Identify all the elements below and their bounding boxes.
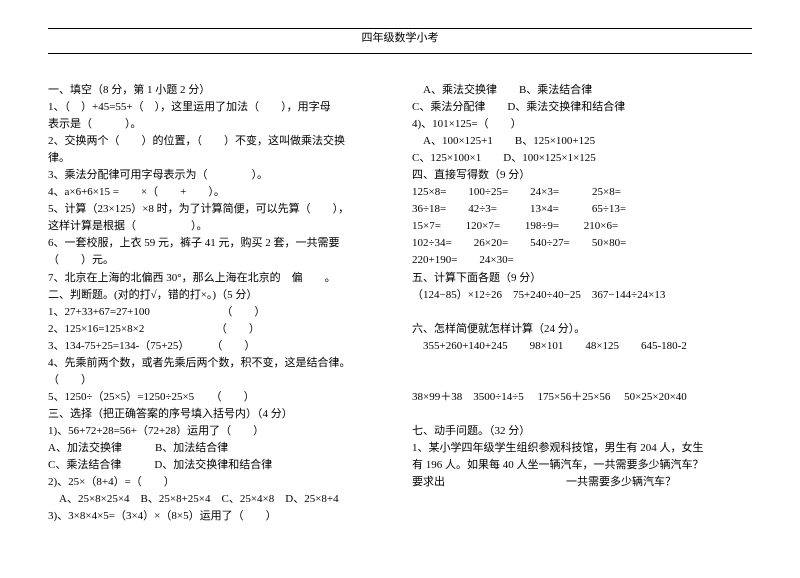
text-line: 律。: [48, 150, 388, 167]
text-line: 表示是（ ）。: [48, 116, 388, 133]
text-line: 二、判断题。(对的打√，错的打×。)（5 分）: [48, 287, 388, 304]
text-line: 一、填空（8 分，第 1 小题 2 分）: [48, 82, 388, 99]
text-line: A、加法交换律 B、加法结合律: [48, 440, 388, 457]
text-line: 1、27+33+67=27+100 （ ）: [48, 304, 388, 321]
text-line: 5、1250÷（25×5）=1250÷25×5 （ ）: [48, 389, 388, 406]
text-line: 36÷18= 42÷3= 13×4= 65÷13=: [412, 201, 752, 218]
text-line: [412, 304, 752, 321]
text-line: （124−85）×12÷26 75+240÷40−25 367−144÷24×1…: [412, 287, 752, 304]
text-line: 七、动手问题。（32 分）: [412, 423, 752, 440]
text-line: 2、交换两个（ ）的位置，（ ）不变，这叫做乘法交换: [48, 133, 388, 150]
text-line: 五、计算下面各题（9 分）: [412, 270, 752, 287]
text-line: 3)、3×8×4×5=（3×4）×（8×5）运用了（ ）: [48, 508, 388, 525]
text-line: 5、计算（23×125）×8 时，为了计算简便，可以先算（ ），: [48, 201, 388, 218]
header-title: 四年级数学小考: [362, 32, 439, 44]
text-line: 1、（ ）+45=55+（ ），这里运用了加法（ ），用字母: [48, 99, 388, 116]
left-column: 一、填空（8 分，第 1 小题 2 分）1、（ ）+45=55+（ ），这里运用…: [48, 82, 388, 525]
two-column-layout: 一、填空（8 分，第 1 小题 2 分）1、（ ）+45=55+（ ），这里运用…: [48, 82, 752, 525]
text-line: 102÷34= 26×20= 540÷27= 50×80=: [412, 235, 752, 252]
text-line: A、100×125+1 B、125×100+125: [412, 133, 752, 150]
text-line: 3、134-75+25=134-（75+25） （ ）: [48, 338, 388, 355]
text-line: 6、一套校服，上衣 59 元，裤子 41 元，购买 2 套，一共需要: [48, 235, 388, 252]
text-line: 2、125×16=125×8×2 （ ）: [48, 321, 388, 338]
text-line: 4)、101×125=（ ）: [412, 116, 752, 133]
text-line: [412, 355, 752, 372]
text-line: （ ）: [48, 372, 388, 389]
text-line: 7、北京在上海的北偏西 30°，那么上海在北京的 偏 。: [48, 270, 388, 287]
text-line: A、25×8×25×4 B、25×8+25×4 C、25×4×8 D、25×8+…: [48, 491, 388, 508]
text-line: 2)、25×（8+4）=（ ）: [48, 474, 388, 491]
text-line: [412, 406, 752, 423]
text-line: A、乘法交换律 B、乘法结合律: [412, 82, 752, 99]
right-column: A、乘法交换律 B、乘法结合律C、乘法分配律 D、乘法交换律和结合律4)、101…: [412, 82, 752, 525]
text-line: 要求出 一共需要多少辆汽车？: [412, 474, 752, 491]
text-line: 355+260+140+245 98×101 48×125 645-180-2: [412, 338, 752, 355]
text-line: 38×99＋38 3500÷14÷5 175×56＋25×56 50×25×20…: [412, 389, 752, 406]
document-page: 四年级数学小考 一、填空（8 分，第 1 小题 2 分）1、（ ）+45=55+…: [0, 0, 800, 525]
text-line: 4、a×6+6×15 = ×（ + ）。: [48, 184, 388, 201]
text-line: 15×7= 120×7= 198÷9= 210×6=: [412, 218, 752, 235]
text-line: 125×8= 100÷25= 24×3= 25×8=: [412, 184, 752, 201]
text-line: 3、乘法分配律可用字母表示为（ ）。: [48, 167, 388, 184]
text-line: （ ）元。: [48, 252, 388, 269]
text-line: 4、先乘前两个数，或者先乘后两个数，积不变，这是结合律。: [48, 355, 388, 372]
text-line: 1、某小学四年级学生组织参观科技馆，男生有 204 人，女生: [412, 440, 752, 457]
text-line: 1)、56+72+28=56+（72+28）运用了（ ）: [48, 423, 388, 440]
text-line: C、乘法分配律 D、乘法交换律和结合律: [412, 99, 752, 116]
text-line: C、乘法结合律 D、加法交换律和结合律: [48, 457, 388, 474]
text-line: 四、直接写得数（9 分）: [412, 167, 752, 184]
text-line: 六、怎样简便就怎样计算（24 分）。: [412, 321, 752, 338]
text-line: 有 196 人。如果每 40 人坐一辆汽车，一共需要多少辆汽车？: [412, 457, 752, 474]
text-line: [412, 372, 752, 389]
text-line: 220+190= 24×30=: [412, 252, 752, 269]
text-line: 这样计算是根据（ ）。: [48, 218, 388, 235]
text-line: 三、选择（把正确答案的序号填入括号内）（4 分）: [48, 406, 388, 423]
text-line: C、125×100×1 D、100×125×1×125: [412, 150, 752, 167]
page-header: 四年级数学小考: [48, 28, 752, 54]
